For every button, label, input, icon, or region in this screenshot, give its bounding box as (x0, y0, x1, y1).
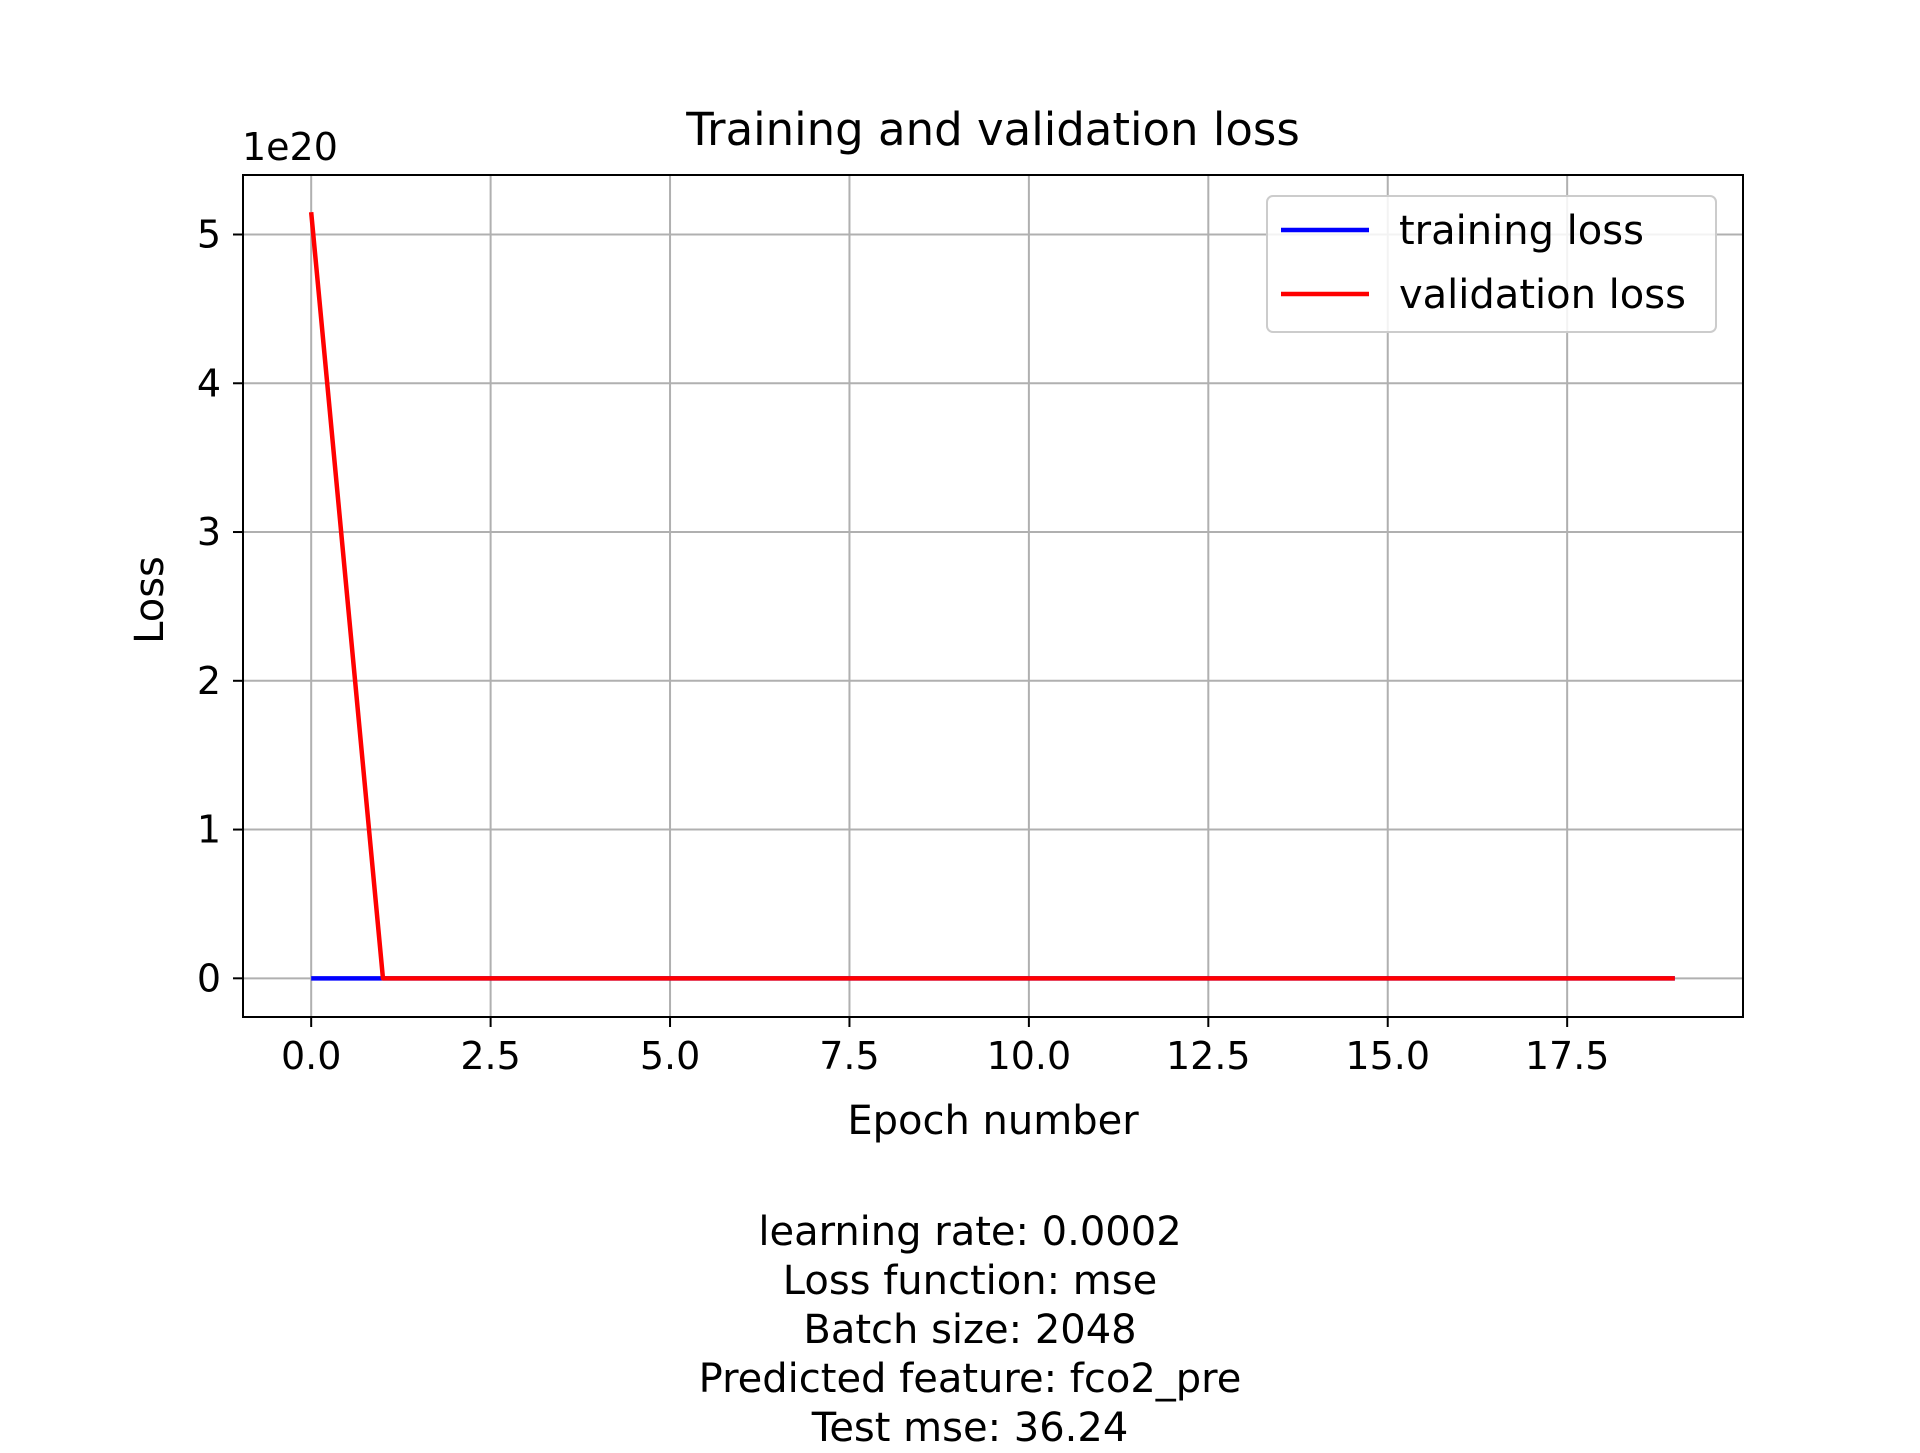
caption-predicted-feature: Predicted feature: fco2_pre (698, 1356, 1242, 1402)
x-tick-label: 5.0 (640, 1034, 700, 1078)
x-tick-label: 12.5 (1166, 1034, 1251, 1078)
y-tick-label: 1 (197, 808, 221, 852)
y-axis-label: Loss (127, 556, 173, 644)
x-tick-label: 2.5 (460, 1034, 520, 1078)
series-line-validation (308, 211, 1675, 981)
caption-test-mse: Test mse: 36.24 (811, 1405, 1129, 1451)
legend-label-validation: validation loss (1399, 272, 1686, 318)
caption-loss-function: Loss function: mse (782, 1258, 1158, 1304)
x-tick-label: 7.5 (819, 1034, 879, 1078)
y-tick-label: 3 (197, 510, 221, 554)
legend-label-training: training loss (1399, 208, 1644, 254)
training-info-caption: learning rate: 0.0002 Loss function: mse… (0, 1208, 1920, 1453)
series-lines (308, 211, 1675, 981)
y-tick-label: 2 (197, 659, 221, 703)
axes-frame (242, 174, 1744, 1018)
legend: training loss validation loss (1266, 195, 1717, 333)
legend-box (1266, 195, 1717, 333)
x-tick-label: 10.0 (987, 1034, 1072, 1078)
x-tick-label: 17.5 (1525, 1034, 1610, 1078)
chart-title: Training and validation loss (685, 103, 1300, 156)
x-tick-label: 15.0 (1345, 1034, 1430, 1078)
axis-ticks: 0.0 2.5 5.0 7.5 10.0 12.5 15.0 17.5 0 1 2 3 4 5 (197, 213, 1610, 1078)
x-axis-label: Epoch number (847, 1098, 1139, 1144)
caption-batch-size: Batch size: 2048 (803, 1307, 1137, 1353)
y-tick-label: 0 (197, 956, 221, 1000)
y-axis-offset-label: 1e20 (242, 125, 338, 169)
y-tick-label: 4 (197, 361, 221, 405)
caption-learning-rate: learning rate: 0.0002 (758, 1209, 1182, 1255)
y-tick-label: 5 (197, 213, 221, 257)
x-tick-label: 0.0 (281, 1034, 341, 1078)
